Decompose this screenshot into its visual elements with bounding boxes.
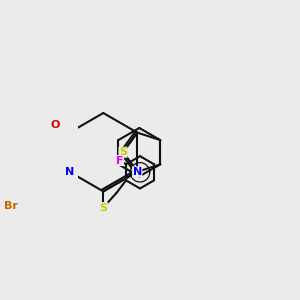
Text: S: S [119,147,127,157]
Text: F: F [116,156,123,166]
Text: S: S [99,202,107,212]
Text: N: N [133,167,142,177]
Text: Br: Br [4,201,18,211]
Text: N: N [65,167,74,177]
Text: O: O [51,119,60,130]
